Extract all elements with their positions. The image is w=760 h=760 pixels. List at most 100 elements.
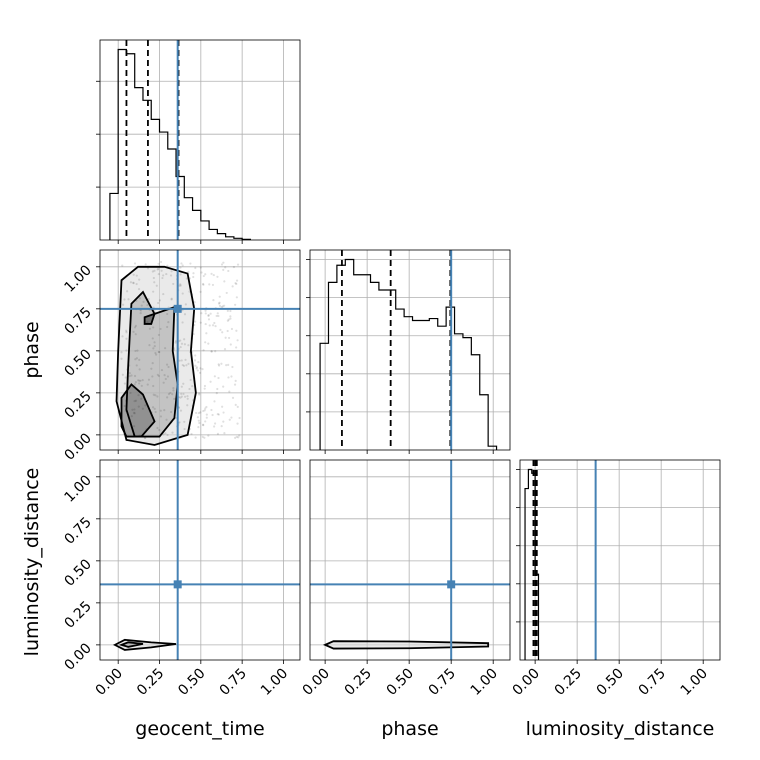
y-tick-label: 0.25 [61, 388, 94, 421]
sample-point [187, 344, 190, 347]
sample-point [220, 362, 223, 365]
sample-point [179, 345, 182, 349]
sample-point [198, 371, 202, 374]
sample-point [211, 283, 215, 287]
y-tick-label: 0.75 [61, 514, 94, 547]
sample-point [223, 432, 226, 435]
panel-grid-geocent_time [100, 40, 300, 240]
sample-point [140, 384, 143, 387]
truth-marker [173, 304, 182, 313]
sample-point [157, 267, 160, 270]
sample-point [152, 276, 155, 280]
panel-phase-vs-luminosity_distance [310, 460, 510, 660]
sample-point [183, 313, 187, 316]
sample-point [203, 384, 207, 388]
sample-point [147, 378, 151, 381]
sample-point [161, 276, 164, 280]
sample-point [191, 385, 194, 388]
sample-point [137, 394, 140, 397]
sample-point [130, 374, 133, 377]
sample-point [146, 321, 149, 324]
contour-line [112, 638, 177, 651]
sample-point [236, 422, 239, 425]
y-tick-label: 0.50 [61, 556, 94, 589]
sample-point [200, 271, 203, 274]
sample-point [157, 333, 160, 337]
sample-point [128, 372, 131, 375]
sample-point [122, 303, 125, 306]
sample-point [225, 291, 228, 295]
sample-point [172, 282, 175, 286]
sample-point [223, 304, 226, 307]
sample-point [133, 374, 137, 378]
sample-point [218, 364, 221, 367]
sample-point [202, 424, 205, 427]
contour-line [322, 640, 490, 650]
sample-point [130, 415, 133, 418]
sample-point [236, 339, 239, 342]
sample-point [160, 368, 164, 372]
sample-point [229, 315, 232, 318]
sample-point [179, 283, 182, 286]
panel-grid-phase [310, 250, 510, 450]
sample-point [151, 406, 155, 409]
sample-point [138, 368, 141, 371]
sample-point [166, 312, 169, 316]
sample-point [209, 380, 212, 383]
sample-point [195, 367, 198, 370]
sample-point [167, 320, 170, 324]
panel-geocent_time [100, 40, 300, 240]
sample-point [198, 392, 201, 395]
sample-point [134, 333, 137, 336]
sample-point [207, 314, 210, 317]
sample-point [217, 376, 220, 380]
sample-point [154, 394, 157, 397]
sample-point [146, 383, 149, 386]
sample-point [202, 409, 205, 413]
sample-point [214, 325, 217, 328]
sample-point [163, 409, 166, 412]
x-tick-label: 0.75 [636, 666, 669, 699]
sample-point [183, 343, 186, 346]
sample-point [194, 354, 197, 357]
sample-point [205, 405, 208, 409]
sample-point [217, 413, 220, 416]
sample-point [193, 301, 196, 304]
sample-point [123, 404, 126, 408]
sample-point [185, 364, 188, 367]
sample-point [207, 342, 210, 345]
sample-point [186, 395, 189, 398]
sample-point [197, 426, 200, 429]
sample-point [134, 349, 137, 353]
sample-point [211, 324, 215, 327]
sample-point [221, 331, 224, 334]
sample-point [151, 362, 154, 365]
sample-point [222, 411, 225, 414]
sample-point [222, 268, 225, 272]
sample-point [152, 347, 155, 350]
sample-point [211, 413, 214, 417]
sample-point [194, 320, 197, 323]
sample-point [170, 298, 173, 301]
sample-point [216, 432, 220, 436]
sample-point [165, 272, 168, 276]
sample-point [181, 292, 184, 295]
sample-point [180, 392, 183, 395]
sample-point [230, 416, 233, 419]
sample-point [180, 359, 183, 362]
sample-point [148, 344, 151, 347]
sample-point [133, 326, 137, 329]
sample-point [204, 309, 207, 312]
sample-point [133, 408, 136, 411]
sample-point [129, 281, 133, 284]
sample-point [174, 340, 178, 343]
sample-point [152, 384, 155, 388]
sample-point [213, 422, 217, 425]
panel-phase [310, 250, 510, 450]
sample-point [216, 387, 219, 391]
sample-point [134, 381, 138, 384]
panel-data-geocent_time [109, 40, 252, 240]
sample-point [182, 364, 186, 367]
sample-point [154, 351, 157, 355]
sample-point [164, 432, 167, 435]
